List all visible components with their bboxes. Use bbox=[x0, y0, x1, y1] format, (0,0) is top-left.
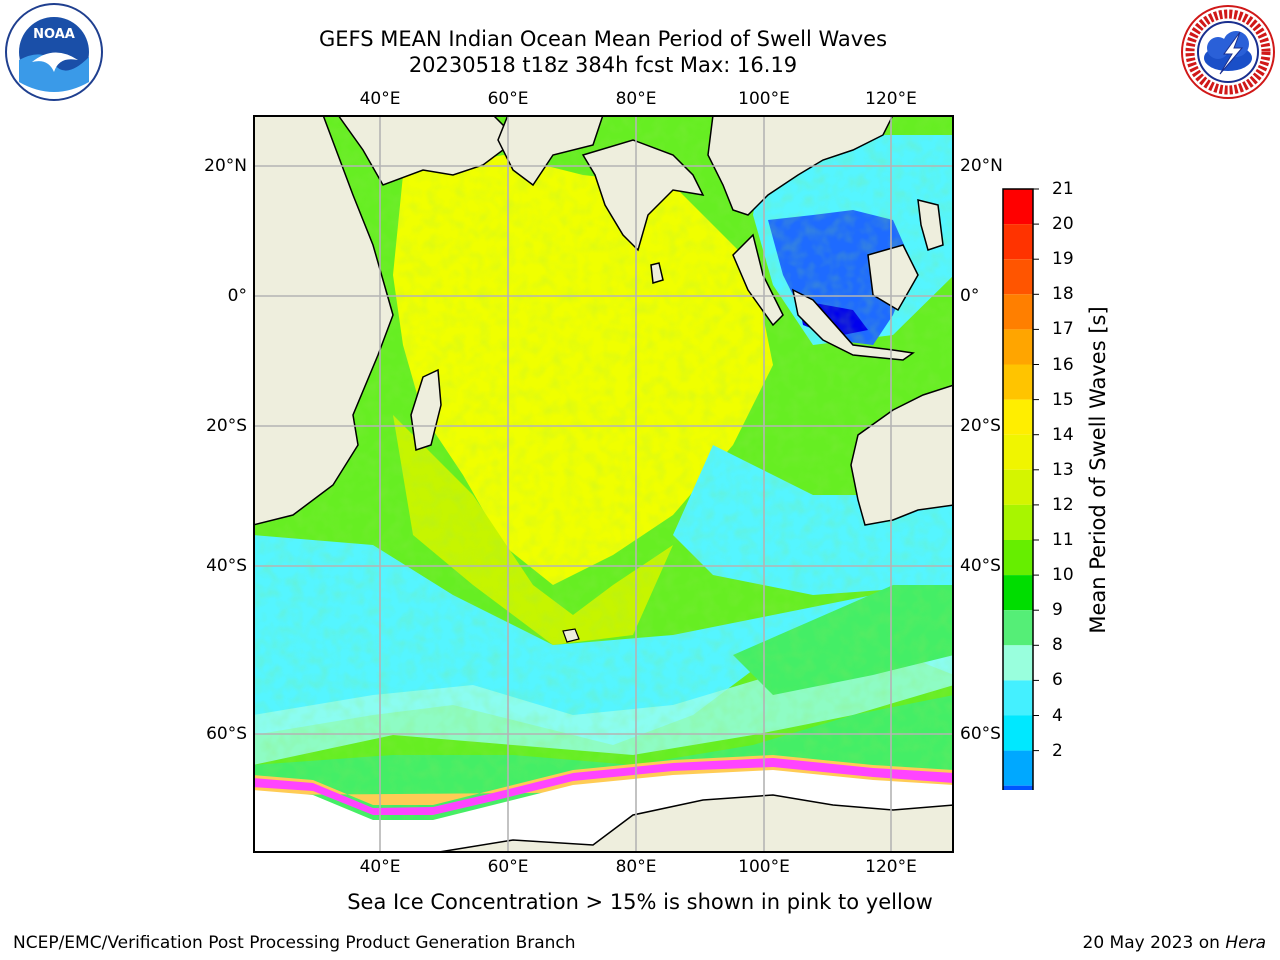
map-panel bbox=[253, 115, 954, 853]
land-southeast-asia bbox=[707, 115, 894, 327]
colorbar-tick-label: 10 bbox=[1052, 565, 1074, 586]
colorbar-tick-label: 12 bbox=[1052, 494, 1074, 515]
colorbar-title: Mean Period of Swell Waves [s] bbox=[1086, 306, 1110, 634]
lat-tick-right-60s: 60°S bbox=[960, 724, 1001, 744]
colorbar-graphic bbox=[1002, 188, 1039, 851]
lon-tick-bottom-100e: 100°E bbox=[738, 857, 790, 877]
colorbar-segment bbox=[1003, 715, 1033, 751]
noaa-logo: NOAA bbox=[4, 2, 104, 102]
lat-tick-left-0: 0° bbox=[227, 286, 247, 306]
lat-tick-left-20s: 20°S bbox=[206, 416, 247, 436]
land-australia bbox=[850, 384, 954, 526]
land-sri-lanka bbox=[650, 262, 664, 284]
colorbar-segment bbox=[1003, 785, 1033, 821]
colorbar-segment bbox=[1003, 540, 1033, 576]
colorbar-segment bbox=[1003, 259, 1033, 295]
colorbar-tick-label: 2 bbox=[1052, 740, 1063, 761]
lat-tick-right-20n: 20°N bbox=[960, 156, 1003, 176]
nws-logo bbox=[1180, 4, 1276, 100]
land-philippines bbox=[917, 199, 944, 251]
lon-tick-bottom-120e: 120°E bbox=[865, 857, 917, 877]
footer-org: NCEP/EMC/Verification Post Processing Pr… bbox=[13, 933, 576, 953]
colorbar-tick-label: 17 bbox=[1052, 319, 1074, 340]
colorbar-tick-label: 9 bbox=[1052, 600, 1063, 621]
colorbar-segment bbox=[1003, 750, 1033, 786]
land-antarctica bbox=[432, 794, 954, 853]
map-border bbox=[253, 115, 954, 853]
colorbar-tick-label: 20 bbox=[1052, 214, 1074, 235]
lon-tick-bottom-80e: 80°E bbox=[615, 857, 657, 877]
colorbar-segment bbox=[1003, 575, 1033, 611]
colorbar-tick-label: 18 bbox=[1052, 284, 1074, 305]
colorbar-tick-label: 11 bbox=[1052, 530, 1074, 550]
lat-tick-left-60s: 60°S bbox=[206, 724, 247, 744]
colorbar-segment bbox=[1003, 610, 1033, 646]
colorbar-segment bbox=[1003, 469, 1033, 505]
land-sumatra-java bbox=[791, 288, 915, 361]
sea-ice-caption: Sea Ice Concentration > 15% is shown in … bbox=[347, 890, 933, 914]
colorbar-segment bbox=[1003, 224, 1033, 260]
footer-host: Hera bbox=[1225, 933, 1266, 953]
colorbar-segment bbox=[1003, 434, 1033, 470]
colorbar-segment bbox=[1003, 680, 1033, 716]
lat-tick-left-20n: 20°N bbox=[204, 156, 247, 176]
map-canvas bbox=[253, 115, 954, 853]
lat-tick-right-40s: 40°S bbox=[960, 556, 1001, 576]
colorbar-segment bbox=[1003, 329, 1033, 365]
lon-tick-top-80e: 80°E bbox=[615, 89, 657, 109]
land-madagascar bbox=[410, 368, 442, 451]
colorbar-tick-label: 8 bbox=[1052, 635, 1063, 656]
lon-tick-bottom-40e: 40°E bbox=[359, 857, 401, 877]
lat-tick-right-0: 0° bbox=[960, 286, 980, 306]
colorbar-segment bbox=[1003, 399, 1033, 435]
chart-title: GEFS MEAN Indian Ocean Mean Period of Sw… bbox=[318, 27, 888, 51]
colorbar-segment bbox=[1003, 504, 1033, 540]
colorbar-tick-label: 4 bbox=[1052, 705, 1063, 726]
colorbar-segment bbox=[1003, 364, 1033, 400]
colorbar-segment bbox=[1003, 294, 1033, 330]
lon-tick-top-40e: 40°E bbox=[359, 89, 401, 109]
lat-tick-left-40s: 40°S bbox=[206, 556, 247, 576]
lon-tick-bottom-60e: 60°E bbox=[487, 857, 529, 877]
footer-date: 20 May 2023 on Hera bbox=[1083, 933, 1267, 953]
land-borneo bbox=[867, 244, 919, 312]
colorbar-segment bbox=[1003, 189, 1033, 225]
footer-date-text: 20 May 2023 on bbox=[1082, 933, 1220, 953]
colorbar-tick-label: 21 bbox=[1052, 179, 1074, 199]
chart-subtitle: 20230518 t18z 384h fcst Max: 16.19 bbox=[408, 53, 798, 77]
colorbar-tick-label: 19 bbox=[1052, 249, 1074, 270]
colorbar-tick-label: 15 bbox=[1052, 389, 1074, 410]
land-kerguelen bbox=[562, 628, 580, 643]
map-gridlines bbox=[253, 115, 954, 853]
lon-tick-top-60e: 60°E bbox=[487, 89, 529, 109]
colorbar-segment bbox=[1003, 645, 1033, 681]
noaa-logo-text: NOAA bbox=[33, 27, 75, 42]
colorbar-tick-label: 16 bbox=[1052, 354, 1074, 375]
colorbar-tick-label: 6 bbox=[1052, 670, 1063, 691]
colorbar-tick-label: 13 bbox=[1052, 459, 1074, 480]
land-india bbox=[497, 115, 705, 252]
colorbar-tick-label: 14 bbox=[1052, 424, 1074, 445]
lon-tick-top-100e: 100°E bbox=[738, 89, 790, 109]
colorbar bbox=[990, 180, 1090, 851]
lon-tick-top-120e: 120°E bbox=[865, 89, 917, 109]
lat-tick-right-20s: 20°S bbox=[960, 416, 1001, 436]
